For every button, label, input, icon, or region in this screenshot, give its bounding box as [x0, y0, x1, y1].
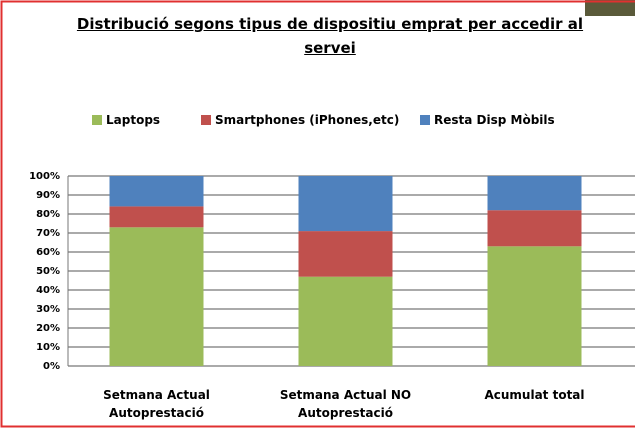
bar-segment: [299, 176, 393, 231]
y-tick-label: 50%: [36, 266, 60, 277]
x-tick-label: Setmana Actual Autoprestació: [87, 386, 227, 422]
bar-segment: [299, 231, 393, 277]
legend-label: Smartphones (iPhones,etc): [215, 111, 399, 129]
bar-segment: [110, 227, 204, 366]
bar-segment: [299, 277, 393, 366]
y-tick-label: 30%: [36, 304, 60, 315]
bar-segment: [488, 176, 582, 210]
y-tick-label: 90%: [36, 190, 60, 201]
x-tick-label: Acumulat total: [465, 386, 605, 404]
bar-segment: [110, 206, 204, 227]
y-tick-label: 0%: [43, 361, 60, 372]
legend-swatch: [420, 115, 430, 125]
legend-label: Resta Disp Mòbils: [434, 111, 555, 129]
y-tick-label: 10%: [36, 342, 60, 353]
bar-segment: [488, 246, 582, 366]
y-tick-label: 80%: [36, 209, 60, 220]
legend-swatch: [201, 115, 211, 125]
x-tick-label: Setmana Actual NO Autoprestació: [276, 386, 416, 422]
y-tick-label: 100%: [29, 171, 60, 182]
bar-segment: [110, 176, 204, 206]
y-tick-label: 20%: [36, 323, 60, 334]
legend-swatch: [92, 115, 102, 125]
y-tick-label: 70%: [36, 228, 60, 239]
y-tick-label: 40%: [36, 285, 60, 296]
chart: 0% 10% 20% 30% 40% 50% 60% 70% 80% 90% 100%: [0, 0, 635, 430]
chart-container: 0% 10% 20% 30% 40% 50% 60% 70% 80% 90% 100% Distri…: [0, 0, 635, 430]
legend-label: Laptops: [106, 111, 160, 129]
y-tick-label: 60%: [36, 247, 60, 258]
bar-segment: [488, 210, 582, 246]
chart-title: Distribució segons tipus de dispositiu e…: [60, 12, 600, 60]
